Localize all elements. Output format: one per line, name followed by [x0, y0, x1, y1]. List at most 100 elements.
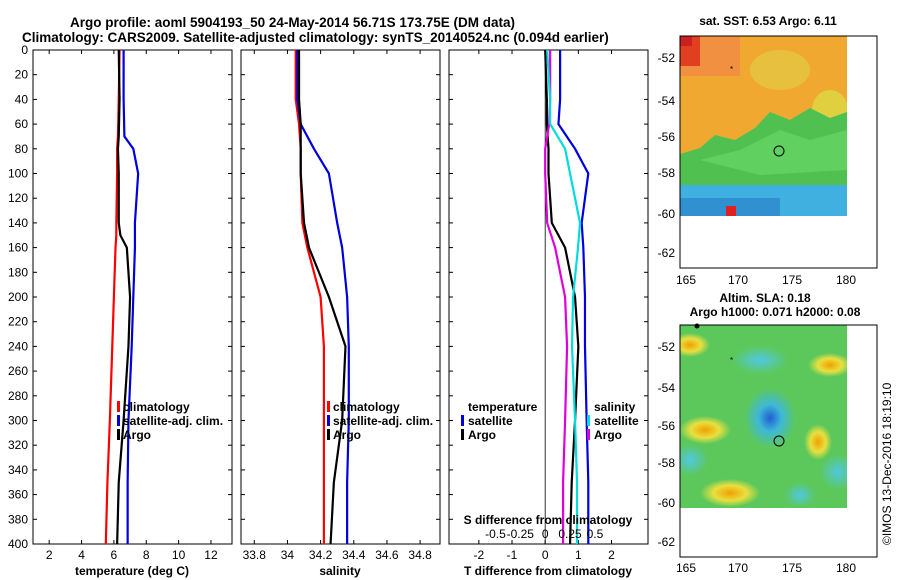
- sst-lat-label: -58: [658, 166, 676, 180]
- legend-argo: Argo: [123, 428, 151, 442]
- sla-lat-label: -62: [658, 535, 676, 549]
- depth-tick-label: 40: [15, 92, 29, 106]
- legend-salinity: salinity: [594, 400, 636, 414]
- x2-tick-label: 0: [542, 527, 549, 541]
- depth-tick-label: 80: [15, 142, 29, 156]
- depth-tick-label: 240: [8, 339, 28, 353]
- watermark: ©IMOS 13-Dec-2016 18:19:10: [880, 382, 894, 545]
- x-tick-label: 34: [281, 548, 295, 562]
- x-tick-label: 8: [143, 548, 150, 562]
- x-tick-label: 33.8: [243, 548, 267, 562]
- legend-argo: Argo: [333, 428, 361, 442]
- x-tick-label: 2: [46, 548, 53, 562]
- series-line-climatology: [294, 50, 326, 544]
- legend-swatch-t-satellite: [461, 415, 464, 426]
- depth-tick-label: 360: [8, 488, 28, 502]
- sla-lat-label: -54: [658, 381, 676, 395]
- legend-swatch-climatology: [327, 401, 330, 412]
- legend-swatch-s-satellite: [587, 415, 590, 426]
- sst-lat-label: -56: [658, 130, 676, 144]
- legend-satellite-adj: satellite-adj. clim.: [123, 414, 223, 428]
- x-tick-label: 34.6: [375, 548, 399, 562]
- x-tick-label: 4: [78, 548, 85, 562]
- legend-swatch-climatology: [117, 401, 120, 412]
- sla-lon-label: 180: [836, 561, 856, 575]
- series-line-argo: [116, 49, 132, 545]
- sla-lat-label: -58: [658, 456, 676, 470]
- depth-tick-label: 400: [8, 537, 28, 551]
- legend-swatch-s-argo: [587, 429, 590, 440]
- depth-tick-label: 320: [8, 438, 28, 452]
- x-tick-label: 6: [111, 548, 118, 562]
- depth-tick-label: 100: [8, 167, 28, 181]
- salinity-legend: climatology satellite-adj. clim. Argo: [327, 400, 433, 442]
- legend-swatch-satellite: [327, 415, 330, 426]
- sst-lon-label: 170: [728, 273, 748, 287]
- x2-tick-label: -0.25: [507, 527, 535, 541]
- depth-tick-label: 20: [15, 68, 29, 82]
- depth-tick-label: 120: [8, 191, 28, 205]
- sla-lat-label: -56: [658, 419, 676, 433]
- legend-satellite-adj: satellite-adj. clim.: [333, 414, 433, 428]
- argo-location-marker: [773, 435, 785, 447]
- title-line-2: Climatology: CARS2009. Satellite-adjuste…: [22, 30, 609, 45]
- legend-temperature: temperature: [468, 400, 538, 414]
- temperature-legend: climatology satellite-adj. clim. Argo: [117, 400, 223, 442]
- series-line-salinity-satellite: [546, 49, 582, 544]
- sst-lat-label: -52: [658, 51, 676, 65]
- sst-lat-label: -62: [658, 246, 676, 260]
- title-line-1: Argo profile: aoml 5904193_50 24-May-201…: [70, 15, 515, 30]
- x-tick-labels: 2 4 6 8 10 12 33.8 34 34.2 34.4 34.6 34.8 -2 -1 0 1 2-0.…: [46, 527, 615, 562]
- x2-tick-label: 0.5: [587, 527, 604, 541]
- depth-tick-label: 380: [8, 512, 28, 526]
- star-marker: *: [730, 65, 733, 74]
- sla-map: *: [679, 323, 878, 558]
- depth-tick-label: 180: [8, 265, 28, 279]
- x-tick-label: 1: [575, 548, 582, 562]
- depth-tick-label: 340: [8, 463, 28, 477]
- x-tick-label: 10: [172, 548, 186, 562]
- x-tick-label: -1: [507, 548, 518, 562]
- sla-map-axes: -52 -54 -56 -58 -60 -62 165 170 175 180: [658, 340, 857, 575]
- difference-legend: temperature satellite Argo salinity sate…: [461, 400, 639, 442]
- star-marker: *: [730, 356, 733, 365]
- depth-axis: 0 20 40 60 80 100 120 140 160 180 200 220 240 260 280 3…: [8, 43, 28, 551]
- legend-climatology: climatology: [333, 400, 400, 414]
- profile-lines: [104, 49, 590, 545]
- depth-tick-label: 300: [8, 414, 28, 428]
- x2-tick-label: 0.25: [558, 527, 582, 541]
- depth-tick-label: 160: [8, 241, 28, 255]
- sst-lat-label: -60: [658, 207, 676, 221]
- legend-swatch-argo: [327, 429, 330, 440]
- argo-location-marker: [773, 145, 785, 157]
- sla-lat-label: -60: [658, 496, 676, 510]
- depth-tick-label: 260: [8, 364, 28, 378]
- sla-lat-label: -52: [658, 340, 676, 354]
- sst-lon-label: 175: [782, 273, 802, 287]
- depth-tick-label: 60: [15, 117, 29, 131]
- temperature-axis-label: temperature (deg C): [75, 564, 189, 578]
- x2-tick-label: -0.5: [485, 527, 506, 541]
- x-tick-label: 0: [542, 548, 549, 562]
- sst-lon-label: 180: [836, 273, 856, 287]
- x-tick-label: 12: [204, 548, 218, 562]
- legend-t-argo: Argo: [468, 428, 496, 442]
- sla-lon-label: 175: [782, 561, 802, 575]
- legend-swatch-satellite: [117, 415, 120, 426]
- series-line-climatology: [104, 49, 121, 545]
- legend-s-argo: Argo: [594, 428, 622, 442]
- legend-s-satellite: satellite: [594, 414, 639, 428]
- depth-tick-label: 280: [8, 389, 28, 403]
- sst-map-title: sat. SST: 6.53 Argo: 6.11: [699, 14, 837, 28]
- depth-tick-label: 0: [21, 43, 28, 57]
- x-tick-label: 34.2: [309, 548, 333, 562]
- depth-tick-label: 200: [8, 290, 28, 304]
- legend-climatology: climatology: [123, 400, 190, 414]
- x-tick-label: 34.4: [342, 548, 366, 562]
- depth-tick-label: 140: [8, 216, 28, 230]
- series-line-temperature-satellite: [557, 50, 590, 544]
- sst-lon-label: 165: [676, 273, 696, 287]
- x-tick-label: 34.8: [408, 548, 432, 562]
- salinity-panel: [240, 49, 441, 545]
